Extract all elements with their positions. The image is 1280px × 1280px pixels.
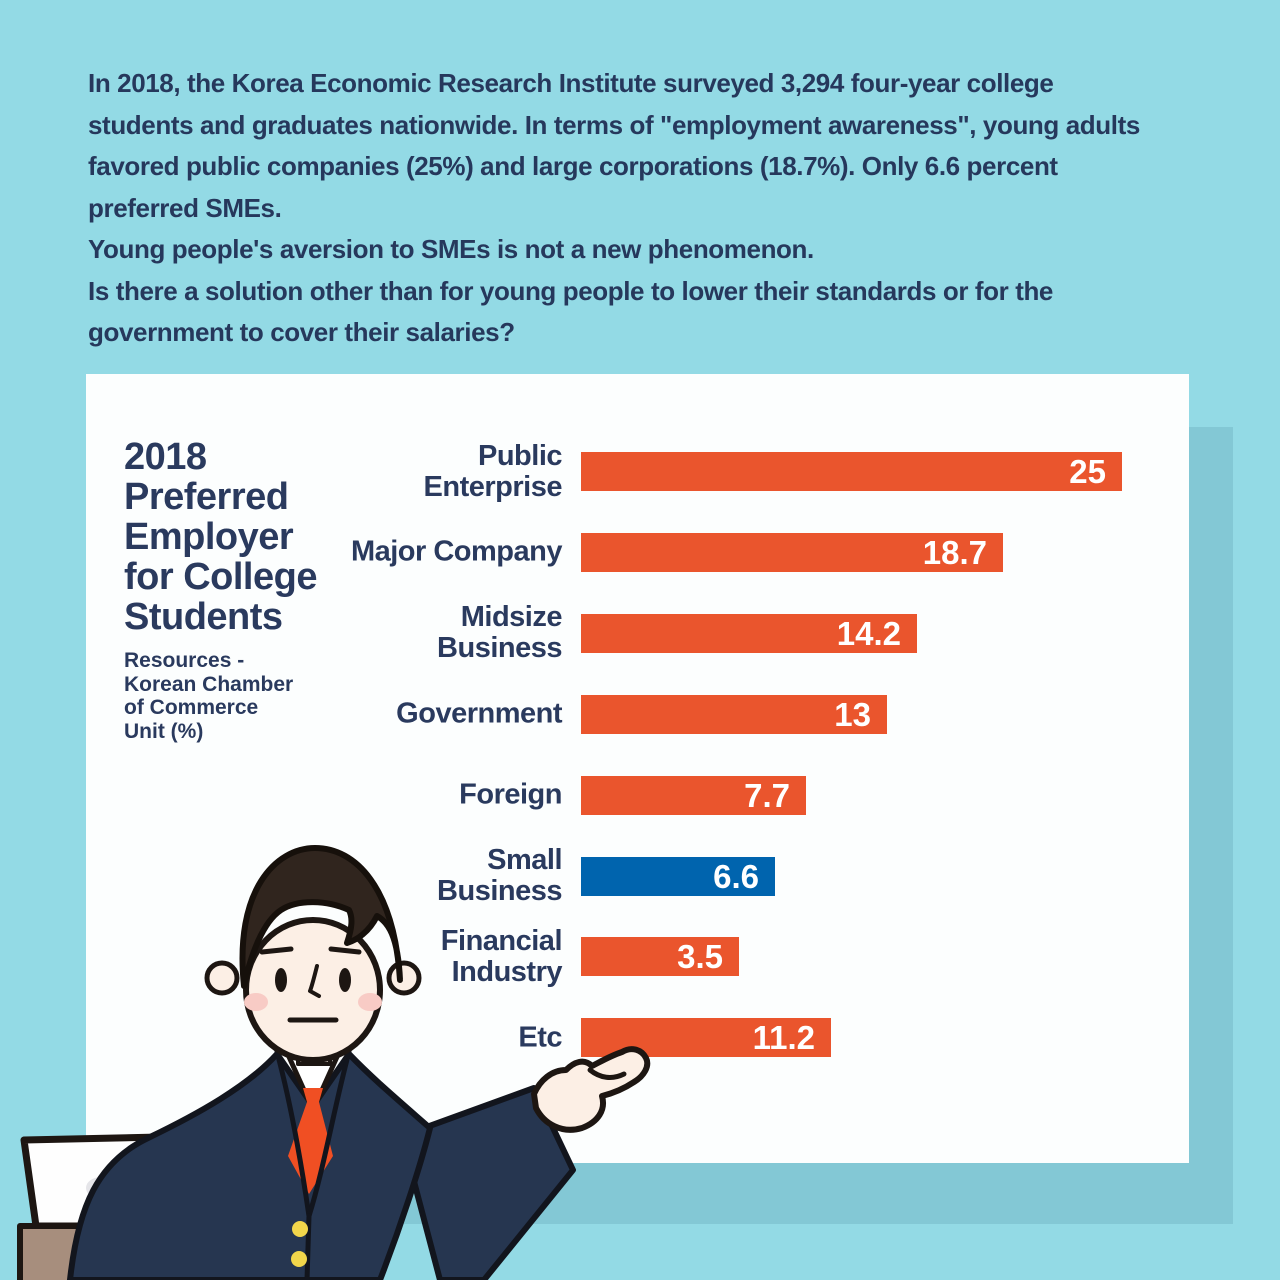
right-hand (531, 1046, 651, 1133)
businessman-illustration (17, 845, 651, 1280)
intro-line: In 2018, the Korea Economic Research Ins… (88, 68, 1054, 98)
chart-title-line: for College (124, 556, 317, 598)
suit-torso (67, 1045, 433, 1280)
blush (358, 993, 382, 1011)
intro-line: preferred SMEs. (88, 192, 282, 223)
right-arm (399, 1085, 576, 1280)
chart-source-note: Resources - Korean Chamber of Commerce Unit… (124, 649, 293, 743)
intro-line: students and graduates nationwide. In te… (88, 109, 1140, 140)
chart-title-line: 2018 (124, 436, 207, 478)
eye (339, 968, 351, 992)
head (204, 845, 422, 1066)
eyebrow (259, 946, 294, 955)
chart-title: 2018 Preferred Employer for College Students (124, 437, 317, 637)
chart-title-line: Preferred (124, 476, 289, 518)
hair (239, 845, 403, 989)
chart-title-line: Students (124, 596, 283, 638)
chart-source-line: Unit (%) (124, 719, 204, 743)
chart-source-line: of Commerce (124, 696, 259, 719)
ear (204, 960, 240, 996)
eye (275, 968, 287, 992)
lapel-left (274, 1049, 312, 1219)
finger-line (587, 1067, 627, 1080)
suit-button (292, 1221, 308, 1237)
chart-source-line: Resources - (124, 649, 245, 672)
ear (386, 960, 422, 996)
intro-text: In 2018, the Korea Economic Research Ins… (88, 63, 1140, 354)
intro-line: favored public companies (25%) and large… (88, 151, 1058, 181)
face (243, 917, 383, 1063)
eyebrow (328, 946, 362, 955)
chart-source-line: Korean Chamber (124, 672, 294, 696)
blush (244, 993, 268, 1011)
lapel-right (306, 1049, 352, 1219)
intro-line: government to cover their salaries? (88, 317, 515, 347)
intro-line: Young people's aversion to SMEs is not a… (88, 234, 814, 264)
nose (308, 964, 321, 998)
chart-title-line: Employer (124, 516, 294, 558)
suit-button (291, 1251, 307, 1267)
intro-line: Is there a solution other than for young… (88, 275, 1053, 306)
